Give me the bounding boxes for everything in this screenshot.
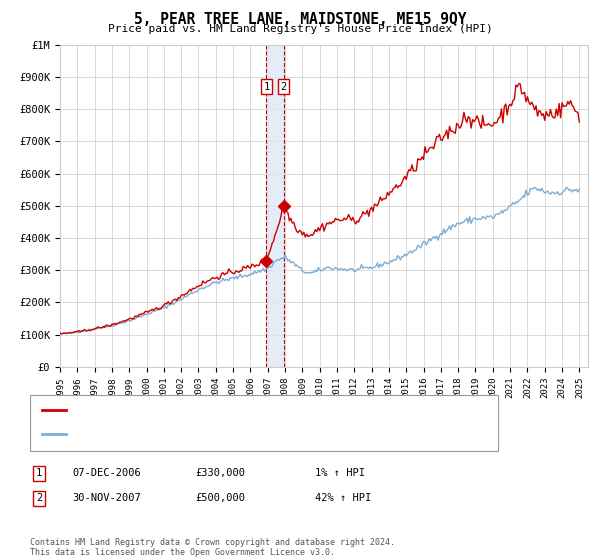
Bar xyxy=(266,45,284,367)
Text: 30-NOV-2007: 30-NOV-2007 xyxy=(72,493,141,503)
Text: 07-DEC-2006: 07-DEC-2006 xyxy=(72,468,141,478)
Text: £330,000: £330,000 xyxy=(195,468,245,478)
Text: 1: 1 xyxy=(263,82,269,92)
Text: Price paid vs. HM Land Registry's House Price Index (HPI): Price paid vs. HM Land Registry's House … xyxy=(107,24,493,34)
Text: 42% ↑ HPI: 42% ↑ HPI xyxy=(315,493,371,503)
Text: Contains HM Land Registry data © Crown copyright and database right 2024.
This d: Contains HM Land Registry data © Crown c… xyxy=(30,538,395,557)
Text: 2: 2 xyxy=(36,493,42,503)
Text: HPI: Average price, detached house, Maidstone: HPI: Average price, detached house, Maid… xyxy=(75,429,356,439)
Text: £500,000: £500,000 xyxy=(195,493,245,503)
Text: 5, PEAR TREE LANE, MAIDSTONE, ME15 9QY (detached house): 5, PEAR TREE LANE, MAIDSTONE, ME15 9QY (… xyxy=(75,405,419,415)
Text: 2: 2 xyxy=(280,82,287,92)
Text: 1% ↑ HPI: 1% ↑ HPI xyxy=(315,468,365,478)
Text: 5, PEAR TREE LANE, MAIDSTONE, ME15 9QY: 5, PEAR TREE LANE, MAIDSTONE, ME15 9QY xyxy=(134,12,466,27)
Text: 1: 1 xyxy=(36,468,42,478)
